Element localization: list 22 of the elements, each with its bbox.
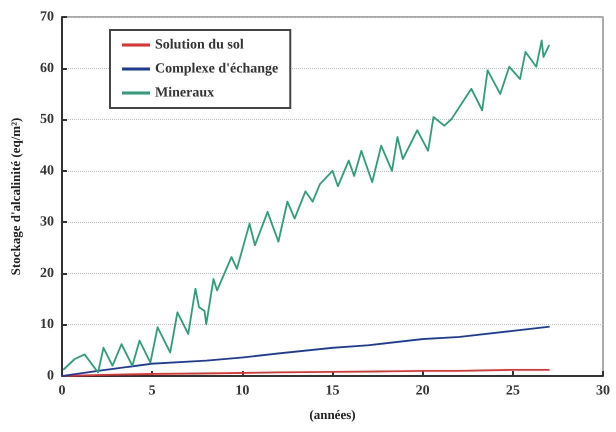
- y-tick-label: 40: [40, 163, 54, 178]
- y-tick-label: 30: [40, 214, 54, 230]
- x-tick-label: 30: [596, 384, 610, 398]
- x-axis-title: (années): [309, 407, 356, 422]
- y-tick-label: 0: [47, 368, 54, 384]
- x-tick-label: 10: [235, 384, 250, 398]
- y-tick-label: 10: [40, 317, 54, 332]
- y-tick-label: 20: [40, 266, 54, 281]
- x-tick-label: 0: [58, 384, 66, 398]
- y-axis-title: Stockage d'alcalinité (eq/m²): [8, 118, 23, 276]
- y-tick-label: 60: [40, 60, 54, 76]
- legend-label: Complexe d'échange: [155, 62, 278, 76]
- y-tick-label: 50: [40, 112, 54, 128]
- x-tick-label: 5: [148, 384, 156, 398]
- x-tick-label: 15: [326, 384, 340, 398]
- line-series: [61, 326, 550, 377]
- line-series: [62, 40, 550, 374]
- x-tick-label: 20: [416, 384, 430, 398]
- legend-label: Solution du sol: [155, 38, 244, 52]
- legend-label: Mineraux: [155, 86, 214, 100]
- x-tick-label: 25: [506, 384, 520, 398]
- y-tick-label: 70: [40, 10, 54, 24]
